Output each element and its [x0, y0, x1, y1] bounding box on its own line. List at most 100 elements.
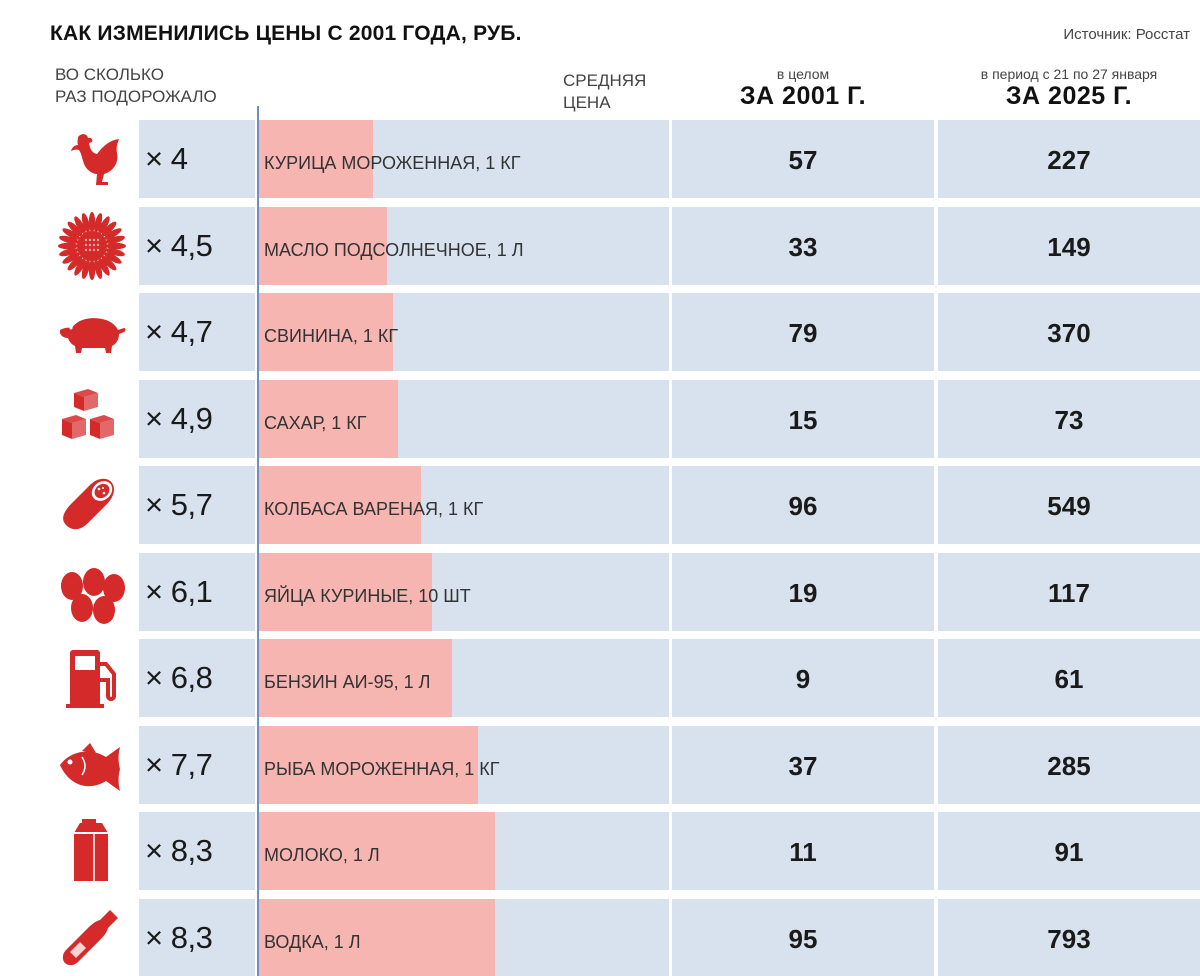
- price-2001: 95: [788, 923, 818, 954]
- price-2001: 11: [789, 837, 817, 867]
- item-label: МАСЛО ПОДСОЛНЕЧНОЕ, 1 Л: [264, 239, 524, 260]
- bar: [259, 293, 393, 371]
- price-2025-cell: 370: [938, 293, 1200, 371]
- bar: [259, 812, 495, 890]
- bar-cell: РЫБА МОРОЖЕННАЯ, 1 КГ: [259, 725, 669, 804]
- price-2025: 117: [1048, 577, 1090, 608]
- price-2001: 37: [788, 750, 818, 781]
- price-2025-cell: 61: [938, 639, 1200, 717]
- column-header-2001: в целом ЗА 2001 Г.: [672, 66, 934, 111]
- column-header-2025-title: ЗА 2025 Г.: [1005, 82, 1133, 110]
- price-2025: 73: [1054, 404, 1084, 435]
- price-2001: 9: [795, 664, 811, 694]
- table-row: × 4 КУРИЦА МОРОЖЕННАЯ, 1 КГ 57 227: [0, 120, 1200, 198]
- table-row: × 6,1 ЯЙЦА КУРИНЫЕ, 10 ШТ 19 117: [0, 552, 1200, 631]
- item-label: МОЛОКО, 1 Л: [264, 845, 380, 865]
- item-label: СВИНИНА, 1 КГ: [264, 326, 399, 346]
- ratio-value: × 4,7: [145, 314, 213, 349]
- avg-price-header-line2: ЦЕНА: [563, 93, 611, 112]
- ratio-cell: × 4,9: [139, 379, 255, 458]
- bar: [259, 725, 478, 804]
- bar: [259, 120, 373, 198]
- bar-cell: СВИНИНА, 1 КГ: [259, 293, 669, 371]
- bar-cell: МАСЛО ПОДСОЛНЕЧНОЕ, 1 Л: [259, 206, 669, 285]
- fish-icon: [50, 726, 134, 804]
- ratio-value: × 6,8: [145, 660, 213, 695]
- bar-cell: САХАР, 1 КГ: [259, 379, 669, 458]
- bar: [259, 206, 387, 285]
- ratio-cell: × 8,3: [139, 812, 255, 890]
- avg-price-header: СРЕДНЯЯ ЦЕНА: [563, 70, 646, 114]
- price-2025: 793: [1047, 923, 1091, 954]
- ratio-cell: × 4: [139, 120, 255, 198]
- ratio-cell: × 4,7: [139, 293, 255, 371]
- table-row: × 4,9 САХАР, 1 КГ 15 73: [0, 379, 1200, 458]
- bar: [259, 898, 495, 976]
- avg-price-header-line1: СРЕДНЯЯ: [563, 71, 647, 90]
- table-row: × 7,7 РЫБА МОРОЖЕННАЯ, 1 КГ 37 285: [0, 725, 1200, 804]
- bar: [259, 552, 433, 631]
- item-label: БЕНЗИН АИ-95, 1 Л: [264, 672, 431, 692]
- ratio-cell: × 7,7: [139, 725, 255, 804]
- column-header-2025: в период с 21 по 27 января ЗА 2025 Г.: [938, 66, 1200, 111]
- price-2001: 33: [788, 231, 818, 262]
- eggs-icon: [50, 553, 134, 631]
- price-2025-cell: 149: [938, 206, 1200, 285]
- sugar-cubes-icon: [50, 380, 134, 458]
- item-label: РЫБА МОРОЖЕННАЯ, 1 КГ: [264, 758, 500, 779]
- bar-cell: БЕНЗИН АИ-95, 1 Л: [259, 639, 669, 717]
- chart-title: КАК ИЗМЕНИЛИСЬ ЦЕНЫ С 2001 ГОДА, РУБ.: [50, 22, 522, 45]
- sausage-icon: [50, 466, 134, 544]
- bar: [259, 639, 453, 717]
- price-2025: 549: [1047, 491, 1091, 521]
- bar-cell: КУРИЦА МОРОЖЕННАЯ, 1 КГ: [259, 120, 669, 198]
- milk-carton-icon: [50, 812, 134, 890]
- fuel-pump-icon: [50, 639, 134, 717]
- ratio-cell: × 6,8: [139, 639, 255, 717]
- price-2001-cell: 37: [672, 725, 934, 804]
- price-2001: 15: [788, 404, 818, 435]
- item-label: ЯЙЦА КУРИНЫЕ, 10 ШТ: [264, 585, 471, 606]
- price-2025: 61: [1054, 664, 1084, 694]
- price-2025-cell: 227: [938, 120, 1200, 198]
- price-2025-cell: 285: [938, 725, 1200, 804]
- bar: [259, 466, 422, 544]
- bar-cell: ЯЙЦА КУРИНЫЕ, 10 ШТ: [259, 552, 669, 631]
- ratio-value: × 7,7: [145, 746, 213, 782]
- price-2025: 91: [1054, 837, 1084, 867]
- price-2025: 227: [1047, 145, 1091, 175]
- ratio-value: × 4,9: [145, 400, 213, 436]
- table-row: × 6,8 БЕНЗИН АИ-95, 1 Л 9 61: [0, 639, 1200, 717]
- price-2025-cell: 549: [938, 466, 1200, 544]
- bottle-icon: [50, 899, 134, 976]
- price-2025-cell: 73: [938, 379, 1200, 458]
- ratio-header-line1: ВО СКОЛЬКО: [55, 65, 164, 84]
- column-header-2001-title: ЗА 2001 Г.: [739, 82, 867, 110]
- price-2025: 285: [1047, 750, 1091, 781]
- ratio-value: × 4: [145, 141, 188, 176]
- table-row: × 4,5 МАСЛО ПОДСОЛНЕЧНОЕ, 1 Л 33 149: [0, 206, 1200, 285]
- price-2001-cell: 15: [672, 379, 934, 458]
- price-2001-cell: 96: [672, 466, 934, 544]
- price-2025-cell: 117: [938, 552, 1200, 631]
- bar: [259, 379, 399, 458]
- bar-cell: ВОДКА, 1 Л: [259, 898, 669, 976]
- ratio-value: × 6,1: [145, 573, 213, 609]
- chicken-icon: [50, 120, 134, 198]
- ratio-cell: × 8,3: [139, 898, 255, 976]
- ratio-value: × 4,5: [145, 227, 213, 263]
- ratio-value: × 5,7: [145, 487, 213, 522]
- ratio-cell: × 6,1: [139, 552, 255, 631]
- price-2001-cell: 95: [672, 898, 934, 976]
- sunflower-icon: [50, 207, 134, 285]
- table-row: × 5,7 КОЛБАСА ВАРЕНАЯ, 1 КГ 96 549: [0, 466, 1200, 544]
- price-2025-cell: 793: [938, 898, 1200, 976]
- price-2001-cell: 57: [672, 120, 934, 198]
- price-2001-cell: 11: [672, 812, 934, 890]
- price-2025-cell: 91: [938, 812, 1200, 890]
- price-2001: 57: [788, 145, 818, 175]
- axis-line: [257, 106, 259, 976]
- price-2001: 19: [788, 577, 818, 608]
- price-2001-cell: 19: [672, 552, 934, 631]
- ratio-header-line2: РАЗ ПОДОРОЖАЛО: [55, 87, 217, 106]
